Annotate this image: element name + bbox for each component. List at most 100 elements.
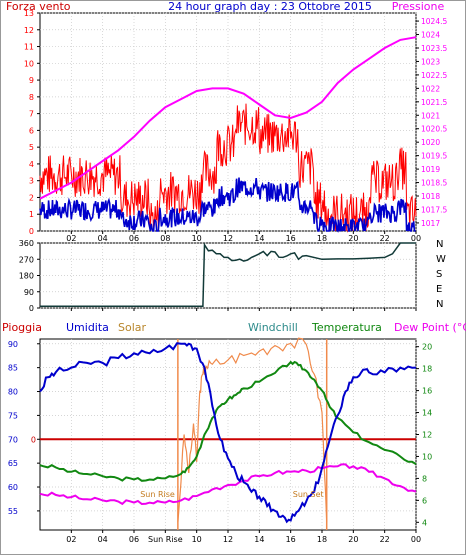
y-right-tick-label: 1021.5 [421,98,447,107]
y-right-tick-label: 1021 [421,111,440,120]
y-left-tick-label: 6 [29,126,34,135]
direction-tick-label: 90 [24,288,34,297]
x-tick-label: 20 [348,234,358,243]
temperature-tick-label: 4 [422,518,427,527]
y-left-tick-label: 4 [29,160,34,169]
y-right-tick-label: 1023 [421,57,440,66]
compass-label: N [436,299,443,310]
legend-humidity: Umidita [66,321,109,334]
y-left-tick-label: 9 [29,76,34,85]
y-right-tick-label: 1017.5 [421,205,447,214]
compass-label: N [436,239,443,250]
y-right-tick-label: 1017 [421,219,440,228]
rain-tick-label: 0 [31,435,36,444]
compass-label: W [436,254,446,265]
left-axis-title: Forza vento [6,0,71,13]
legend-windchill: Windchill [248,321,298,334]
sunset-label: Sun Set [293,490,324,499]
y-left-tick-label: 11 [24,43,34,52]
x-tick-label: 04 [98,535,108,544]
y-right-tick-label: 1022 [421,84,440,93]
legend-solar: Solar [118,321,147,334]
dewpoint-series [39,463,417,506]
x-tick-label: 06 [129,234,139,243]
right-axis-title: Pressione [392,0,445,13]
wind-average-series [39,177,416,233]
x-tick-label: 20 [348,535,358,544]
chart-title: 24 hour graph day : 23 Ottobre 2015 [168,0,372,13]
x-tick-label: 12 [223,234,233,243]
humidity-tick-label: 90 [8,340,18,349]
humidity-tick-label: 55 [8,507,18,516]
y-right-tick-label: 1018.5 [421,179,447,188]
direction-tick-label: 270 [19,255,34,264]
x-tick-label: 22 [380,234,390,243]
y-right-tick-label: 1018 [421,192,440,201]
y-left-tick-label: 2 [29,193,34,202]
x-tick-label: 10 [192,234,202,243]
y-left-tick-label: 3 [29,177,34,186]
direction-tick-label: 0 [29,304,34,313]
temperature-tick-label: 8 [422,474,427,483]
x-tick-label: 06 [129,535,139,544]
sunrise-label: Sun Rise [140,490,175,499]
y-right-tick-label: 1024 [421,31,440,40]
direction-tick-label: 360 [19,239,34,248]
wind-gust-series [39,103,417,233]
y-left-tick-label: 0 [29,227,34,236]
legend-dewpoint: Dew Point (°C) [394,321,466,334]
y-right-tick-label: 1020 [421,138,440,147]
y-left-tick-label: 7 [29,110,34,119]
x-tick-label: 00 [411,535,421,544]
y-right-tick-label: 1024.5 [421,17,447,26]
x-tick-label: 08 [160,234,170,243]
x-tick-label: 16 [286,234,296,243]
compass-label: E [436,284,442,295]
x-tick-label: 00 [411,234,421,243]
legend-temperature: Temperatura [311,321,382,334]
direction-tick-label: 180 [19,272,34,281]
humidity-tick-label: 75 [8,411,18,420]
humidity-series [39,342,417,524]
temperature-tick-label: 6 [422,496,427,505]
y-right-tick-label: 1022.5 [421,71,447,80]
x-tick-label: 16 [286,535,296,544]
x-tick-label: 14 [254,234,264,243]
humidity-tick-label: 70 [8,435,18,444]
y-left-tick-label: 12 [24,26,34,35]
y-right-tick-label: 1023.5 [421,44,447,53]
y-right-tick-label: 1019.5 [421,152,447,161]
temperature-tick-label: 20 [422,343,432,352]
x-tick-label: 22 [380,535,390,544]
x-tick-label: 18 [317,234,327,243]
x-tick-label: 12 [223,535,233,544]
compass-label: S [436,269,442,280]
y-left-tick-label: 1 [29,210,34,219]
wind-direction-series [40,242,416,307]
x-tick-label: Sun Rise [148,535,183,544]
solar-series [177,337,328,523]
y-left-tick-label: 10 [24,59,34,68]
humidity-tick-label: 60 [8,483,18,492]
humidity-tick-label: 80 [8,388,18,397]
y-left-tick-label: 5 [29,143,34,152]
x-tick-label: 10 [192,535,202,544]
x-tick-label: 14 [254,535,264,544]
x-tick-label: 18 [317,535,327,544]
temperature-tick-label: 10 [422,452,432,461]
temperature-tick-label: 18 [422,365,432,374]
y-right-tick-label: 1019 [421,165,440,174]
temperature-tick-label: 12 [422,431,432,440]
temperature-tick-label: 16 [422,387,432,396]
y-left-tick-label: 8 [29,93,34,102]
y-left-tick-label: 13 [24,9,34,18]
humidity-tick-label: 85 [8,364,18,373]
pressure-series [39,36,417,200]
temperature-tick-label: 14 [422,409,432,418]
humidity-tick-label: 65 [8,459,18,468]
x-tick-label: 04 [98,234,108,243]
legend-rain: Pioggia [2,321,42,334]
y-right-tick-label: 1020.5 [421,125,447,134]
x-tick-label: 02 [66,234,76,243]
